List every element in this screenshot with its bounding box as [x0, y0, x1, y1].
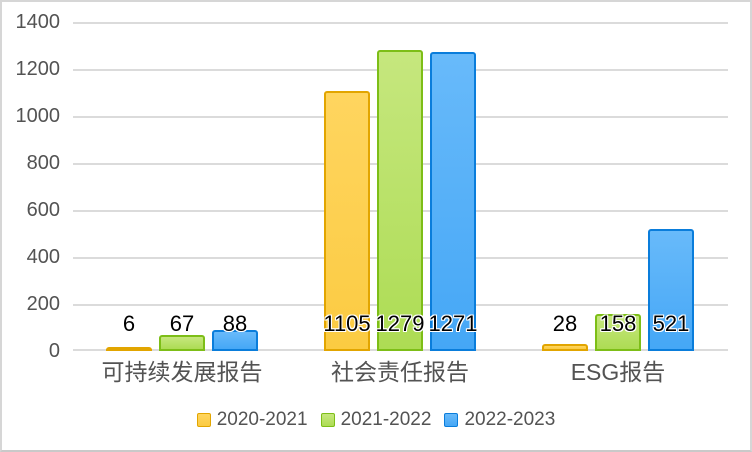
data-label: 6	[122, 311, 136, 336]
legend-label: 2020-2021	[216, 409, 308, 430]
legend-item-2022-2023: 2022-2023	[444, 409, 555, 431]
y-axis-tick-label: 1000	[15, 105, 61, 127]
bar-2021-2022-可持续发展报告	[159, 335, 205, 351]
data-label: 1271	[428, 311, 478, 336]
y-axis-tick-label: 1200	[15, 58, 61, 80]
gridline-1400	[73, 22, 728, 24]
legend-item-2021-2022: 2021-2022	[320, 409, 432, 431]
legend-swatch-icon	[444, 413, 459, 427]
data-label: 1105	[323, 311, 371, 336]
legend: 2020-2021 2021-2022 2022-2023	[2, 407, 750, 433]
bar-2020-2021-可持续发展报告	[106, 347, 152, 351]
bar-2022-2023-社会责任报告	[430, 52, 476, 351]
bar-2022-2023-可持续发展报告	[212, 330, 258, 351]
data-label: 1279	[375, 311, 425, 336]
bar-2020-2021-社会责任报告	[324, 91, 370, 351]
legend-swatch-icon	[196, 413, 211, 427]
bar-2021-2022-ESG报告	[595, 314, 641, 351]
bar-2020-2021-ESG报告	[542, 344, 588, 351]
y-axis-tick-label: 200	[26, 293, 60, 315]
legend-item-2020-2021: 2020-2021	[196, 409, 308, 431]
data-label: 521	[652, 311, 690, 336]
x-axis-category-label: 社会责任报告	[331, 359, 469, 385]
legend-label: 2022-2023	[464, 409, 556, 430]
y-axis-tick-label: 800	[26, 152, 60, 174]
y-axis-tick-label: 1400	[15, 11, 61, 33]
data-label: 158	[599, 311, 637, 336]
legend-label: 2021-2022	[340, 409, 432, 430]
y-axis-tick-label: 0	[48, 340, 60, 362]
x-axis-category-label: 可持续发展报告	[101, 359, 263, 385]
plot-area: 6 67 88 1105 1279 1271 28 158 521	[73, 22, 728, 351]
bar-2022-2023-ESG报告	[648, 229, 694, 351]
y-axis-tick-label: 600	[26, 199, 60, 221]
data-label: 88	[222, 311, 248, 336]
x-axis-category-label: ESG报告	[570, 359, 666, 385]
data-label: 67	[169, 311, 195, 336]
y-axis-tick-label: 400	[26, 246, 60, 268]
data-label: 28	[552, 311, 578, 336]
legend-swatch-icon	[320, 413, 335, 427]
bar-2021-2022-社会责任报告	[377, 50, 423, 351]
